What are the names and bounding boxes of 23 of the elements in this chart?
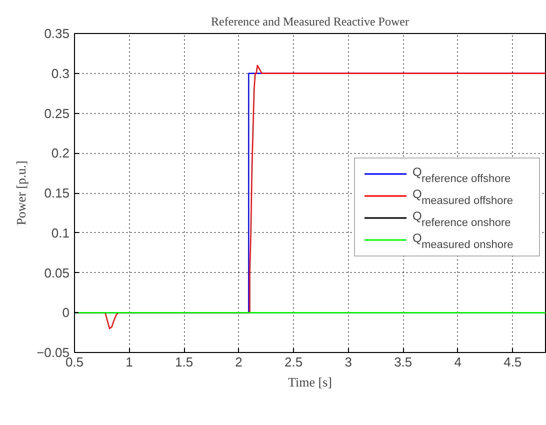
x-tick-label: 1.5 — [175, 354, 194, 370]
x-tick-label: 2.5 — [284, 354, 303, 370]
legend-label: Qmeasured offshore — [412, 187, 514, 207]
legend-label: Qmeasured onshore — [412, 231, 514, 251]
legend-label: Qreference offshore — [412, 165, 511, 185]
x-tick-label: 1 — [126, 354, 133, 370]
y-tick-label: 0.15 — [44, 186, 70, 200]
legend-label: Qreference onshore — [412, 209, 511, 229]
chart-title: Reference and Measured Reactive Power — [211, 14, 409, 28]
y-tick-label: 0.2 — [51, 146, 70, 161]
y-tick-label: 0 — [62, 305, 70, 320]
x-axis-title: Time [s] — [288, 374, 332, 390]
y-tick-label: 0.35 — [44, 26, 70, 41]
y-tick-label: 0.25 — [44, 106, 70, 121]
x-tick-label: 4.5 — [504, 354, 522, 370]
x-tick-label: 2 — [235, 354, 242, 370]
y-tick-label: 0.1 — [51, 225, 70, 240]
x-tick-label: 3 — [344, 354, 352, 370]
y-axis-title: Power [p.u.] — [14, 160, 29, 226]
y-tick-label: 0.05 — [44, 265, 70, 280]
x-tick-label: 3.5 — [394, 354, 412, 370]
y-tick-label: 0.3 — [51, 66, 70, 81]
x-tick-label: 4 — [454, 354, 462, 370]
